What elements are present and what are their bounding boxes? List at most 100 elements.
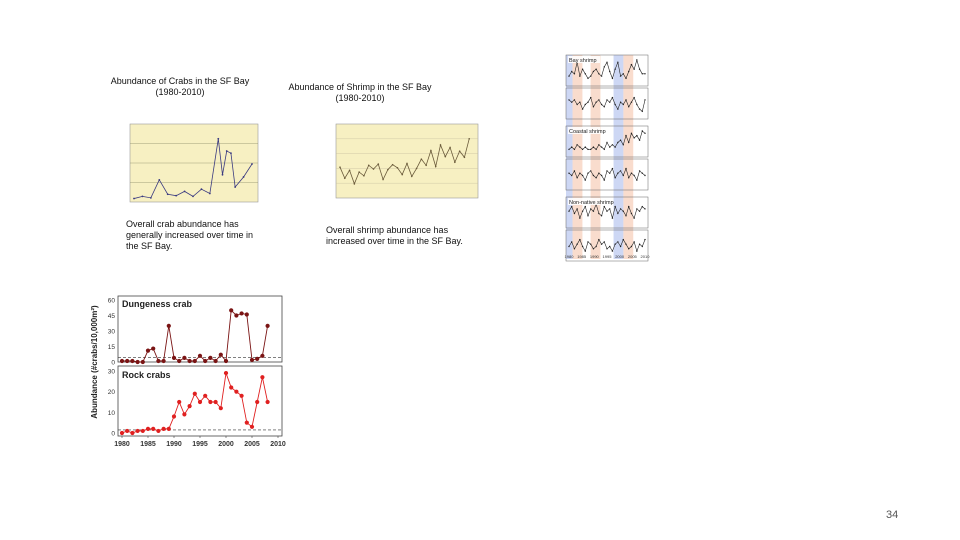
dungeness-point <box>182 355 187 360</box>
shrimp-panel-point <box>628 141 630 144</box>
panel-title-bg-0 <box>568 56 600 63</box>
shrimp-panel-point <box>590 208 592 210</box>
shrimp-panel-point <box>587 77 589 80</box>
shrimp-panel-point <box>617 108 619 110</box>
shrimp-panel-point <box>587 215 589 217</box>
crab-title-years: (1980-2010) <box>155 87 205 97</box>
dungeness-point <box>166 323 171 328</box>
shrimp-panel-point <box>630 245 633 248</box>
dungeness-point <box>135 359 140 365</box>
shrimp-small-chart <box>335 123 479 199</box>
shrimp-panel-point <box>584 103 586 106</box>
shrimp-panel-point <box>636 208 638 210</box>
shrimp-panel-point <box>606 248 608 250</box>
shrimp-panel-point <box>571 101 573 103</box>
dungeness-y-tick: 30 <box>108 329 116 336</box>
shrimp-panel-point <box>592 248 595 250</box>
shrimp-panel-point <box>573 148 576 151</box>
crab-small-point <box>242 176 245 178</box>
dungeness-point <box>187 358 192 364</box>
shrimp-panel-point <box>625 243 627 245</box>
rock-y-tick: 30 <box>108 369 116 376</box>
crab-title-text: Abundance of Crabs in the SF Bay <box>110 76 250 86</box>
shrimp-panel-point <box>595 177 597 179</box>
shrimp-panel-point <box>592 70 595 73</box>
rock-point <box>135 428 140 434</box>
shrimp-panel-point <box>573 170 576 172</box>
shrimp-panel-point <box>590 170 592 172</box>
x-tick-label: 1985 <box>140 441 156 448</box>
shrimp-small-point <box>382 178 384 181</box>
shrimp-panel-point <box>603 148 605 151</box>
shrimp-small-point <box>406 162 408 165</box>
dungeness-y-tick: 45 <box>108 313 116 320</box>
shrimp-panel-point <box>584 146 586 148</box>
shrimp-panel-point <box>576 177 578 179</box>
rock-point <box>203 393 208 398</box>
shrimp-panel-point <box>598 212 600 215</box>
shrimp-panel-point <box>600 75 603 77</box>
rock-point <box>229 385 234 390</box>
rock-y-tick: 0 <box>111 431 115 438</box>
crab-small-point <box>158 178 161 181</box>
shrimp-panels-chart: Bay shrimp Coastal shrimp Non-native shrim… <box>565 54 650 262</box>
dungeness-point <box>145 348 151 353</box>
dungeness-point <box>161 358 166 364</box>
shrimp-small-point <box>444 155 447 158</box>
shrimp-panel-x-tick: 1980 <box>565 254 575 259</box>
shrimp-panel-point <box>587 101 589 103</box>
shrimp-panel-point <box>644 99 646 101</box>
shrimp-panel-5 <box>565 229 649 262</box>
shrimp-panel-point <box>584 250 586 252</box>
shrimp-panel-point <box>595 68 597 70</box>
dungeness-point <box>192 358 197 364</box>
crab-small-point <box>251 163 253 165</box>
shrimp-panel-point <box>636 134 638 137</box>
crab-title: Abundance of Crabs in the SF Bay (1980-2… <box>100 76 260 98</box>
crab-big-chart: Abundance (#crabs/10,000m²) 0 15 30 45 60 Dung… <box>90 295 286 448</box>
shrimp-panel-point <box>622 210 624 212</box>
shrimp-title: Abundance of Shrimp in the SF Bay (1980-… <box>280 82 440 104</box>
dungeness-panel <box>117 295 283 363</box>
shrimp-panel-x-tick: 1995 <box>603 254 613 259</box>
dungeness-point <box>171 355 177 360</box>
shrimp-small-point <box>343 177 346 180</box>
dungeness-point <box>151 346 156 351</box>
dungeness-point <box>218 352 223 357</box>
shrimp-panel-point <box>571 205 573 208</box>
shrimp-panel-point <box>636 59 638 61</box>
shrimp-panel-point <box>630 63 633 66</box>
shrimp-panel-point <box>633 174 635 177</box>
rock-point <box>192 391 197 396</box>
shrimp-panel-point <box>581 210 584 212</box>
shrimp-panel-point <box>638 108 641 110</box>
shrimp-small-point <box>434 165 437 168</box>
shrimp-panel-point <box>600 174 603 177</box>
shrimp-panel-point <box>603 179 605 181</box>
shrimp-panel-point <box>579 101 581 103</box>
shrimp-panel-point <box>579 217 581 219</box>
dungeness-point <box>197 353 203 358</box>
shrimp-small-point <box>391 163 394 166</box>
shrimp-small-point <box>415 167 418 170</box>
rock-point <box>187 404 192 409</box>
shrimp-panel-point <box>590 96 592 99</box>
crab-small-point <box>200 188 203 191</box>
shrimp-small-point <box>425 164 427 167</box>
x-tick-label: 2000 <box>218 441 234 448</box>
crab-small-point <box>221 173 224 176</box>
shrimp-panel-point <box>571 70 573 73</box>
shrimp-panel-point <box>568 210 570 212</box>
shrimp-panel-point <box>611 250 614 252</box>
rock-point <box>223 370 229 376</box>
shrimp-panel-point <box>592 106 595 108</box>
shrimp-panel-point <box>587 148 589 151</box>
crab-small-point <box>217 137 220 140</box>
shrimp-panel-point <box>606 61 608 63</box>
x-tick-label: 2010 <box>270 441 286 448</box>
shrimp-small-point <box>377 163 380 165</box>
shrimp-panel-point <box>641 245 643 248</box>
rock-point <box>239 393 244 398</box>
shrimp-panel-point <box>617 172 619 174</box>
shrimp-panel-point <box>619 101 622 103</box>
